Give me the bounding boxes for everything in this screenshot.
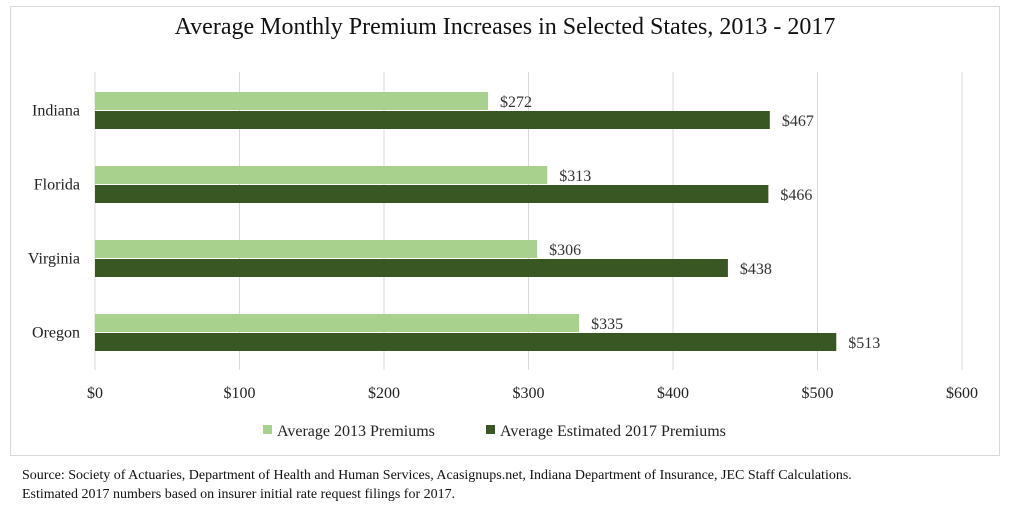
bar bbox=[95, 333, 837, 351]
data-label: $467 bbox=[782, 113, 814, 130]
x-tick-label: $100 bbox=[224, 385, 256, 402]
chart-title: Average Monthly Premium Increases in Sel… bbox=[174, 14, 836, 40]
bar bbox=[95, 259, 728, 277]
bar bbox=[95, 314, 580, 332]
legend-swatch bbox=[263, 425, 272, 434]
data-label: $306 bbox=[549, 242, 581, 259]
data-label: $335 bbox=[591, 316, 623, 333]
bar bbox=[95, 92, 489, 110]
x-tick-label: $300 bbox=[513, 385, 545, 402]
x-tick-label: $500 bbox=[802, 385, 834, 402]
data-label: $272 bbox=[500, 94, 532, 111]
x-tick-label: $0 bbox=[87, 385, 103, 402]
bar-chart: $0 $100 $200 $300 $400 $500 $600 Indiana $272 $46… bbox=[28, 72, 978, 440]
bar bbox=[95, 185, 769, 203]
x-tick-label: $600 bbox=[946, 385, 978, 402]
data-label: $513 bbox=[848, 335, 880, 352]
chart-frame bbox=[10, 6, 1000, 456]
category-label: Virginia bbox=[28, 251, 80, 268]
data-label: $313 bbox=[559, 168, 591, 185]
x-tick-label: $200 bbox=[368, 385, 400, 402]
legend-label: Average 2013 Premiums bbox=[277, 423, 435, 440]
bar bbox=[95, 111, 770, 129]
category-label: Indiana bbox=[32, 103, 80, 120]
bar bbox=[95, 166, 548, 184]
category-label: Florida bbox=[34, 177, 80, 194]
data-label: $466 bbox=[780, 187, 812, 204]
x-tick-label: $400 bbox=[657, 385, 689, 402]
legend-swatch bbox=[486, 425, 495, 434]
source-line-1: Source: Society of Actuaries, Department… bbox=[22, 468, 852, 483]
bar bbox=[95, 240, 538, 258]
legend-label: Average Estimated 2017 Premiums bbox=[500, 423, 726, 440]
source-note: Source: Society of Actuaries, Department… bbox=[22, 466, 852, 504]
source-line-2: Estimated 2017 numbers based on insurer … bbox=[22, 487, 456, 502]
category-label: Oregon bbox=[32, 325, 80, 342]
data-label: $438 bbox=[740, 261, 772, 278]
